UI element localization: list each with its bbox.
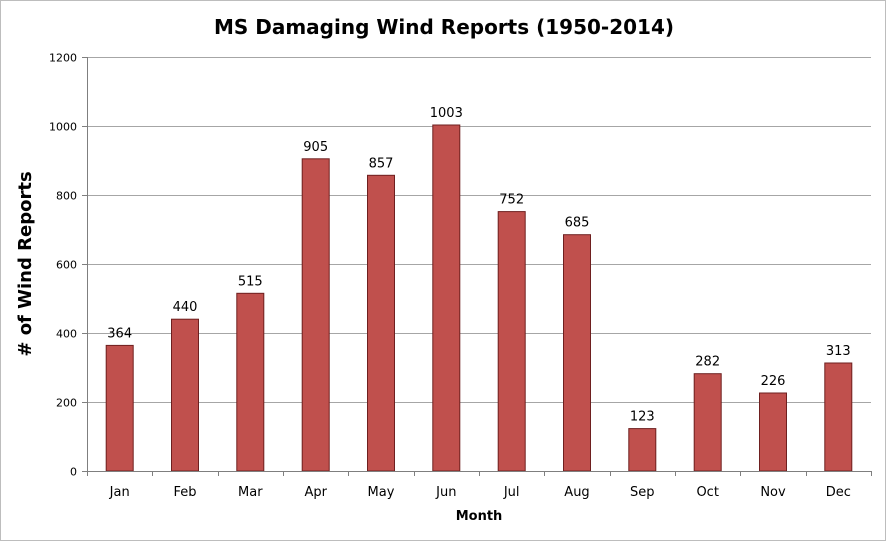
y-tick-label: 600 [56, 259, 77, 272]
data-label-jan: 364 [107, 326, 132, 341]
data-label-jun: 1003 [430, 106, 463, 121]
gridlines [87, 57, 871, 403]
bar-dec [824, 362, 853, 472]
y-axis-title: # of Wind Reports [15, 171, 36, 356]
bar-apr [301, 158, 330, 472]
bar-nov [759, 392, 787, 472]
x-tick-label-oct: Oct [696, 485, 718, 500]
data-label-dec: 313 [826, 344, 851, 359]
bar-jan [105, 344, 134, 472]
x-tick-label-jun: Jun [435, 485, 456, 500]
x-tick-label-dec: Dec [826, 485, 851, 500]
bar-feb [171, 318, 199, 472]
x-tick-label-feb: Feb [173, 485, 196, 500]
y-tick-label: 1000 [49, 121, 77, 134]
bar-sep [628, 428, 657, 472]
data-label-aug: 685 [565, 216, 590, 231]
bar-aug [563, 234, 591, 472]
bar-oct [693, 373, 722, 472]
x-tick-label-nov: Nov [760, 485, 786, 500]
data-label-jul: 752 [499, 193, 524, 208]
x-tick-label-aug: Aug [564, 485, 589, 500]
x-axis-ticks: Jan Feb Mar Apr May Jun Jul Aug Sep Oct Nov Dec [87, 471, 872, 500]
bar-jul [497, 211, 526, 472]
data-label-oct: 282 [695, 355, 720, 370]
y-tick-label: 800 [56, 190, 77, 203]
data-label-mar: 515 [238, 274, 263, 289]
data-label-may: 857 [369, 156, 394, 171]
y-tick-label: 400 [56, 328, 77, 341]
bars [105, 124, 853, 472]
bar-jun [432, 124, 461, 472]
data-label-sep: 123 [630, 410, 655, 425]
y-tick-label: 0 [70, 466, 77, 479]
data-label-feb: 440 [173, 300, 198, 315]
y-tick-label: 1200 [49, 52, 77, 65]
x-tick-label-sep: Sep [630, 485, 655, 500]
bar-may [367, 174, 395, 472]
data-labels: 364 440 515 905 857 1003 752 685 123 282 226 313 [107, 106, 850, 425]
x-axis-title: Month [456, 509, 503, 524]
x-tick-label-apr: Apr [304, 485, 327, 500]
bar-mar [236, 292, 265, 472]
x-tick-label-jan: Jan [109, 485, 130, 500]
y-tick-label: 200 [56, 397, 77, 410]
chart-title: MS Damaging Wind Reports (1950-2014) [214, 15, 674, 39]
x-tick-label-mar: Mar [238, 485, 263, 500]
x-tick-label-jul: Jul [503, 485, 520, 500]
data-label-apr: 905 [303, 140, 328, 155]
x-tick-label-may: May [368, 485, 395, 500]
y-axis-ticks: 0 200 400 600 800 1000 1200 [49, 52, 87, 479]
data-label-nov: 226 [761, 374, 786, 389]
